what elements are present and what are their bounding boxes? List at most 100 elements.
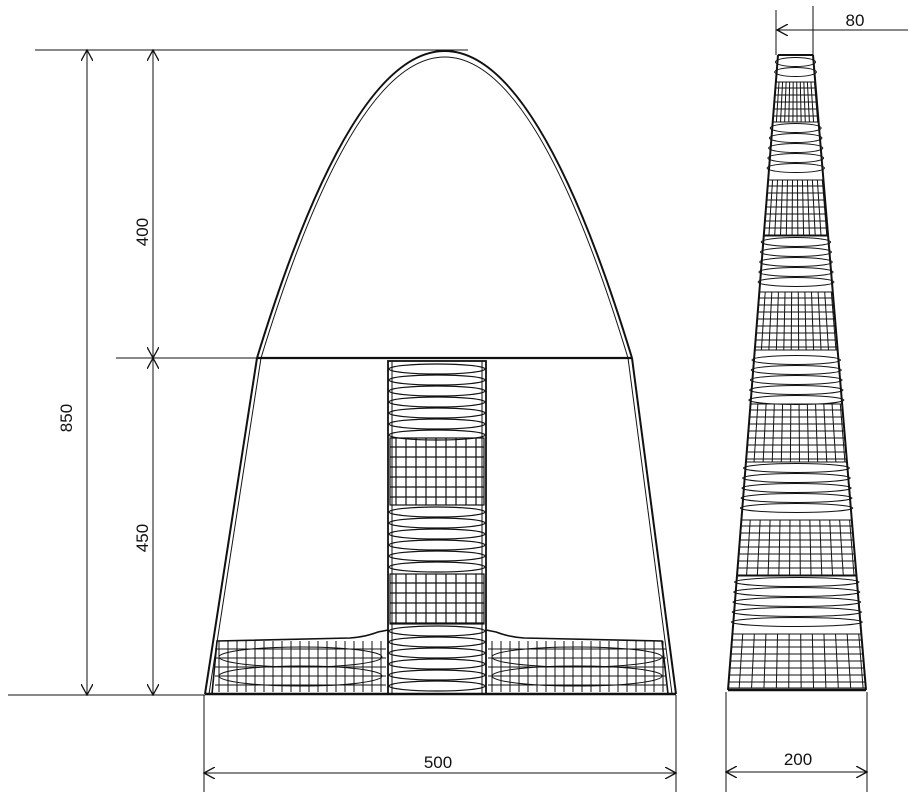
mesh-line: [780, 403, 784, 463]
coil-ring: [748, 395, 845, 405]
coil-ring: [759, 247, 832, 257]
body-right-side-inner: [627, 357, 673, 695]
coil-ring: [388, 418, 486, 430]
coil-ring: [767, 153, 825, 163]
dim-400-label: 400: [133, 218, 152, 246]
coil-ring: [388, 550, 486, 562]
body-right-side: [631, 357, 677, 695]
coil-ring: [388, 528, 486, 540]
mesh-line: [801, 179, 805, 237]
coil-ring: [388, 396, 486, 408]
mesh-line: [810, 291, 815, 351]
mesh-line: [771, 403, 775, 463]
side-pattern: [727, 57, 867, 689]
dim-80-label: 80: [846, 11, 865, 30]
coil-ring: [750, 365, 842, 375]
mesh-line: [768, 291, 773, 351]
coil-ring: [218, 646, 383, 668]
coil-ring: [733, 587, 861, 597]
front-view: [204, 50, 677, 696]
coil-ring: [388, 561, 486, 573]
coil-ring: [491, 646, 663, 668]
mesh-line: [746, 519, 751, 577]
mesh-line: [762, 403, 767, 463]
mesh-line: [849, 519, 855, 577]
mesh-line: [779, 179, 784, 237]
mesh-band: [745, 403, 848, 463]
mesh-line: [824, 291, 830, 351]
mesh-line: [819, 519, 823, 577]
mesh-band: [763, 179, 829, 237]
mesh-line: [821, 179, 828, 237]
coil-ring: [751, 355, 841, 365]
column-pattern: [388, 363, 486, 692]
coil-ring: [732, 597, 862, 607]
mesh-line: [783, 291, 786, 351]
mesh-line: [804, 291, 807, 351]
coil-ring: [739, 503, 854, 513]
coil-ring: [388, 539, 486, 551]
mesh-line: [811, 179, 816, 237]
coil-ring: [769, 123, 822, 133]
dim-850-label: 850: [57, 404, 76, 432]
coil-ring: [734, 577, 860, 587]
mesh-line: [775, 291, 779, 351]
body-left-side: [204, 357, 258, 695]
mesh-line: [774, 179, 779, 237]
coil-ring: [388, 517, 486, 529]
coil-ring: [218, 665, 383, 687]
coil-ring: [388, 363, 486, 375]
mesh-line: [829, 519, 834, 577]
base-mesh: [215, 641, 666, 692]
mesh-line: [817, 291, 822, 351]
coil-ring: [741, 483, 852, 493]
coil-ring: [742, 473, 851, 483]
coil-ring: [388, 669, 486, 681]
coil-ring: [749, 385, 844, 395]
coil-ring: [768, 133, 823, 143]
dome-inner: [260, 56, 629, 359]
coil-ring: [388, 647, 486, 659]
coil-ring: [758, 267, 834, 277]
mesh-line: [823, 403, 828, 463]
mesh-line: [816, 179, 822, 237]
mesh-line: [809, 519, 812, 577]
coil-ring: [757, 277, 835, 287]
mesh-line: [785, 179, 789, 237]
coil-ring: [731, 607, 862, 617]
mesh-line: [768, 179, 774, 237]
mesh-line: [760, 291, 766, 351]
body-left-side-inner: [208, 357, 262, 695]
coil-ring: [388, 407, 486, 419]
coil-ring: [388, 429, 486, 441]
coil-ring: [491, 665, 663, 687]
coil-ring: [759, 257, 833, 267]
side-right-edge: [812, 54, 867, 691]
mesh-line: [767, 519, 771, 577]
mesh-line: [839, 519, 844, 577]
dim-500-label: 500: [424, 753, 452, 772]
mesh-band: [389, 437, 485, 506]
dim-200-label: 200: [784, 750, 812, 769]
coil-ring: [388, 374, 486, 386]
mesh-band: [754, 291, 839, 351]
coil-ring: [774, 57, 817, 67]
coil-ring: [388, 636, 486, 648]
coil-ring: [388, 680, 486, 692]
mesh-line: [753, 403, 759, 463]
mesh-line: [806, 179, 810, 237]
coil-ring: [742, 463, 850, 473]
mesh-band: [727, 633, 867, 689]
coil-ring: [749, 375, 843, 385]
side-left-edge: [727, 54, 779, 691]
mesh-band: [389, 573, 485, 625]
side-view: [727, 54, 867, 692]
mesh-line: [806, 403, 810, 463]
mesh-band: [736, 519, 858, 577]
mesh-line: [756, 519, 761, 577]
dimension-lines: [8, 6, 908, 792]
central-column: [387, 360, 487, 695]
mesh-line: [815, 403, 819, 463]
